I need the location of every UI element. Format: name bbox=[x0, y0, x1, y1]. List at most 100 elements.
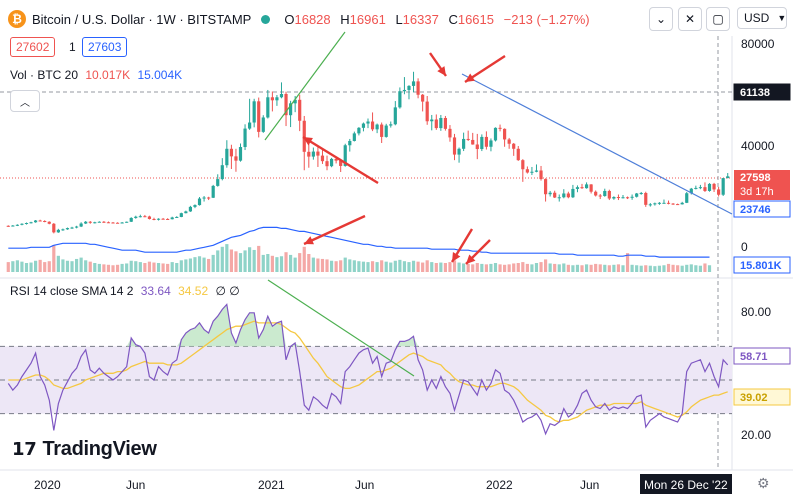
cursor-date-tag-bg bbox=[640, 474, 732, 494]
rsi-trendline[interactable] bbox=[267, 279, 415, 377]
volume-bar bbox=[707, 265, 712, 272]
collapse-legend-button[interactable]: ︿ bbox=[10, 90, 40, 112]
volume-label: Vol · BTC 20 bbox=[10, 68, 79, 82]
price-tick-label: 0 bbox=[741, 240, 748, 254]
tradingview-logo[interactable]: 𝟭𝟳 TradingView bbox=[12, 438, 157, 461]
candle-body bbox=[512, 143, 516, 149]
volume-bar bbox=[243, 250, 247, 272]
rsi-sma-tag-bg bbox=[733, 388, 791, 406]
bitcoin-icon: ₿ bbox=[8, 10, 26, 28]
close-icon[interactable]: ✕ bbox=[678, 7, 702, 31]
volume-bar bbox=[493, 263, 498, 272]
volume-bar bbox=[56, 255, 60, 272]
price-tick-label: 40000 bbox=[741, 139, 775, 153]
last-price-tag: 27598 bbox=[740, 172, 771, 184]
candle-body bbox=[188, 206, 193, 212]
candle-body bbox=[680, 202, 684, 205]
rsi-sma-tag: 39.02 bbox=[740, 392, 768, 404]
volume-bar bbox=[229, 249, 233, 272]
volume-bar bbox=[125, 263, 129, 272]
rsi-legend[interactable]: RSI 14 close SMA 14 2 33.64 34.52 ∅ ∅ bbox=[10, 284, 240, 298]
candle-body bbox=[507, 139, 511, 144]
candle-body bbox=[234, 156, 238, 161]
volume-ma-tag-bg bbox=[733, 256, 791, 274]
currency-select[interactable]: USD ▼ bbox=[737, 7, 787, 29]
candle-body bbox=[70, 227, 74, 229]
ohlc-values: O16828 H16961 L16337 C16615 −213 (−1.27%… bbox=[284, 12, 595, 27]
volume-bar bbox=[657, 265, 662, 272]
volume-bar bbox=[316, 258, 320, 272]
candle-body bbox=[457, 148, 461, 155]
cursor-date-tag: Mon 26 Dec '22 bbox=[644, 478, 728, 492]
candle-body bbox=[639, 192, 643, 194]
volume-bar bbox=[238, 253, 243, 272]
ask-price-button[interactable]: 27603 bbox=[82, 37, 128, 57]
candle-body bbox=[298, 99, 302, 121]
candle-body bbox=[52, 223, 56, 233]
close-value: 16615 bbox=[457, 11, 494, 27]
candle-body bbox=[302, 120, 306, 152]
gear-icon[interactable]: ⚙ bbox=[757, 475, 770, 491]
green-trendline[interactable] bbox=[264, 31, 346, 141]
candle-body bbox=[471, 139, 475, 145]
red-arrow-4[interactable] bbox=[303, 214, 366, 246]
candle-body bbox=[238, 147, 243, 161]
candle-body bbox=[671, 203, 675, 205]
candle-body bbox=[484, 136, 488, 147]
red-arrow-6-head bbox=[466, 254, 476, 264]
blue-trendline[interactable] bbox=[461, 73, 733, 215]
candle-body bbox=[111, 222, 115, 224]
chevron-down-icon[interactable]: ⌄ bbox=[649, 7, 673, 31]
candle-body bbox=[717, 189, 721, 195]
rsi-tick-label: 20.00 bbox=[741, 428, 771, 442]
candle-body bbox=[61, 229, 65, 231]
volume-bar bbox=[102, 264, 106, 272]
candle-body bbox=[603, 190, 607, 197]
candle-body bbox=[179, 213, 183, 217]
volume-legend[interactable]: Vol · BTC 20 10.017K 15.004K bbox=[10, 68, 182, 82]
candle-body bbox=[430, 119, 434, 122]
candle-body bbox=[566, 193, 570, 198]
rsi-value-2: 34.52 bbox=[178, 284, 209, 298]
candle-body bbox=[393, 107, 397, 125]
maximize-icon[interactable]: ▢ bbox=[706, 7, 730, 31]
candle-body bbox=[275, 97, 279, 101]
bid-price-button[interactable]: 27602 bbox=[10, 37, 56, 57]
volume-bar bbox=[621, 265, 625, 272]
volume-bar bbox=[152, 262, 156, 272]
volume-bar bbox=[389, 262, 393, 272]
level-price-tag: 23746 bbox=[740, 204, 771, 216]
volume-bar bbox=[571, 265, 575, 272]
candle-body bbox=[175, 216, 179, 218]
candle-body bbox=[325, 161, 329, 167]
volume-bar bbox=[566, 264, 570, 272]
candle-body bbox=[548, 192, 552, 195]
candle-body bbox=[293, 99, 297, 104]
volume-bar bbox=[662, 265, 666, 272]
rsi-value-tag-bg bbox=[733, 347, 791, 365]
candle-body bbox=[65, 228, 70, 230]
volume-bar bbox=[29, 262, 33, 272]
candle-body bbox=[134, 216, 138, 218]
symbol-title[interactable]: Bitcoin / U.S. Dollar · 1W · BITSTAMP bbox=[32, 11, 252, 27]
volume-bar bbox=[666, 263, 671, 272]
volume-bar bbox=[402, 261, 407, 272]
candle-body bbox=[434, 119, 438, 129]
volume-bar bbox=[343, 257, 347, 272]
volume-bar bbox=[375, 262, 379, 272]
last-price-tag-bg bbox=[734, 170, 790, 200]
volume-bar bbox=[680, 265, 684, 272]
volume-bar bbox=[225, 244, 229, 272]
time-tick-label: 2020 bbox=[34, 478, 61, 492]
volume-bar bbox=[594, 263, 598, 272]
time-tick-label: 2021 bbox=[258, 478, 285, 492]
red-arrow-1[interactable] bbox=[302, 135, 379, 185]
volume-bar bbox=[311, 257, 315, 272]
candle-body bbox=[284, 93, 288, 116]
logo-text: TradingView bbox=[42, 438, 157, 460]
candle-body bbox=[311, 151, 315, 157]
volume-bar bbox=[352, 260, 356, 272]
candle-body bbox=[498, 127, 502, 129]
